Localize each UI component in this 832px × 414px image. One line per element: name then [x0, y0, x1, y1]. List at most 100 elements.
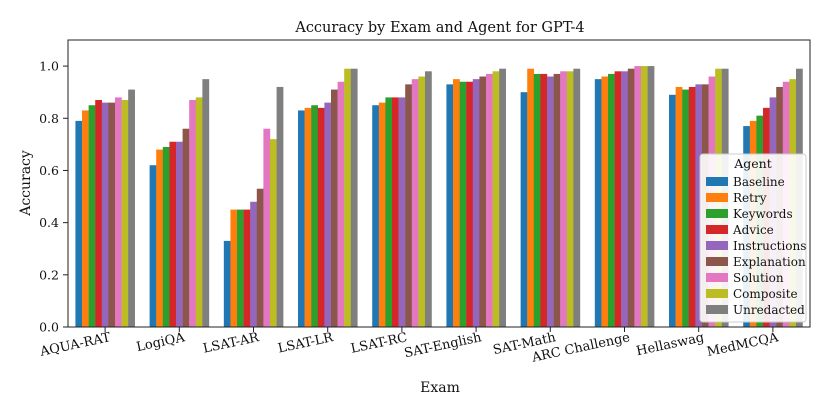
bar-retry-logiqa [156, 149, 164, 327]
y-tick-label: 1.0 [39, 59, 59, 74]
x-tick-label: LSAT-RC [350, 330, 409, 357]
bar-composite-arc-challenge [640, 66, 648, 327]
legend-swatch-instructions [706, 241, 728, 250]
bar-keywords-lsat-ar [237, 209, 244, 327]
bar-baseline-lsat-lr [298, 110, 305, 327]
x-tick-label: MedMCQA [706, 330, 781, 360]
legend-label-advice: Advice [732, 223, 774, 237]
bars-layer [75, 66, 803, 328]
bar-keywords-lsat-lr [311, 105, 319, 327]
bar-explanation-aqua-rat [108, 102, 116, 328]
x-tick-label: Hellaswag [635, 330, 706, 359]
bar-baseline-lsat-rc [372, 105, 380, 327]
bar-explanation-lsat-ar [256, 188, 264, 327]
bar-baseline-lsat-ar [223, 240, 231, 327]
bar-advice-lsat-rc [392, 97, 399, 328]
bar-unredacted-lsat-lr [350, 68, 358, 327]
bar-unredacted-aqua-rat [128, 89, 135, 327]
legend-title: Agent [733, 156, 772, 171]
bar-keywords-logiqa [162, 146, 170, 327]
bar-solution-arc-challenge [634, 66, 642, 327]
bar-instructions-lsat-rc [398, 97, 406, 328]
legend-label-unredacted: Unredacted [733, 303, 805, 317]
bar-explanation-sat-english [479, 76, 487, 327]
bar-solution-lsat-ar [263, 128, 271, 327]
bar-retry-lsat-rc [378, 102, 386, 328]
bar-advice-logiqa [169, 141, 177, 327]
bar-baseline-arc-challenge [594, 79, 602, 327]
bar-solution-aqua-rat [114, 97, 122, 328]
bar-advice-hellaswag [688, 86, 696, 328]
bar-baseline-sat-english [446, 84, 454, 327]
bar-explanation-arc-challenge [627, 68, 635, 327]
bar-advice-aqua-rat [95, 100, 103, 327]
bar-keywords-hellaswag [682, 89, 690, 327]
legend-label-baseline: Baseline [733, 175, 785, 189]
x-tick-label: AQUA-RAT [38, 330, 112, 360]
bar-baseline-aqua-rat [75, 120, 83, 327]
bar-unredacted-arc-challenge [647, 66, 655, 327]
bar-keywords-sat-math [533, 73, 541, 327]
bar-baseline-logiqa [149, 165, 157, 327]
legend-label-explanation: Explanation [733, 255, 806, 269]
bar-advice-lsat-lr [317, 107, 325, 327]
bar-retry-arc-challenge [601, 76, 609, 327]
bar-composite-sat-english [492, 71, 500, 327]
bar-composite-lsat-rc [418, 76, 426, 327]
x-tick-label: LogiQA [135, 330, 187, 355]
x-tick-label: LSAT-LR [277, 330, 336, 357]
bar-composite-sat-math [566, 71, 574, 327]
bar-unredacted-lsat-ar [276, 86, 284, 328]
bar-retry-lsat-ar [230, 209, 238, 327]
bar-advice-lsat-ar [243, 209, 251, 327]
bar-baseline-sat-math [520, 92, 528, 328]
bar-instructions-lsat-ar [250, 201, 257, 327]
bar-instructions-aqua-rat [101, 102, 109, 328]
legend-swatch-advice [706, 225, 728, 234]
bar-explanation-logiqa [182, 128, 190, 327]
bar-keywords-arc-challenge [608, 73, 615, 327]
legend-swatch-retry [706, 193, 728, 202]
chart-title: Accuracy by Exam and Agent for GPT-4 [294, 20, 584, 36]
bar-instructions-logiqa [176, 141, 183, 327]
bar-instructions-hellaswag [695, 84, 703, 327]
legend-swatch-solution [706, 273, 728, 282]
bar-composite-aqua-rat [121, 100, 129, 327]
legend-swatch-baseline [706, 177, 728, 186]
y-tick-label: 0.0 [39, 320, 59, 335]
bar-retry-hellaswag [675, 86, 683, 328]
bar-explanation-lsat-rc [405, 84, 412, 327]
bar-instructions-sat-english [472, 79, 480, 327]
bar-solution-sat-english [485, 73, 493, 327]
legend-label-retry: Retry [733, 191, 767, 205]
y-tick-label: 0.6 [39, 163, 59, 178]
bar-retry-sat-math [527, 68, 535, 327]
bar-explanation-lsat-lr [331, 89, 338, 327]
bar-solution-lsat-rc [411, 79, 419, 327]
legend-label-keywords: Keywords [733, 207, 793, 221]
y-tick-label: 0.8 [39, 111, 59, 126]
bar-retry-lsat-lr [304, 107, 312, 327]
y-tick-label: 0.2 [39, 267, 59, 282]
bar-unredacted-sat-english [499, 68, 506, 327]
legend-swatch-keywords [706, 209, 728, 218]
bar-instructions-arc-challenge [621, 71, 628, 327]
bar-keywords-sat-english [459, 81, 467, 327]
bar-composite-lsat-lr [344, 68, 351, 327]
bar-advice-arc-challenge [614, 71, 622, 327]
bar-instructions-sat-math [547, 76, 554, 327]
bar-unredacted-logiqa [202, 79, 210, 327]
bar-solution-lsat-lr [337, 81, 345, 327]
plot-frame [67, 39, 811, 328]
bar-unredacted-lsat-rc [424, 71, 432, 327]
x-tick-label: LSAT-AR [202, 330, 262, 357]
y-axis-title: Accuracy [18, 150, 34, 217]
bar-keywords-lsat-rc [385, 97, 393, 328]
bar-unredacted-sat-math [573, 68, 581, 327]
bar-instructions-lsat-lr [324, 102, 332, 328]
legend: Agent Baseline Retry Keywords Advice Instruct… [699, 153, 807, 323]
y-tick-label: 0.4 [39, 215, 59, 230]
x-axis-title: Exam [420, 380, 460, 396]
